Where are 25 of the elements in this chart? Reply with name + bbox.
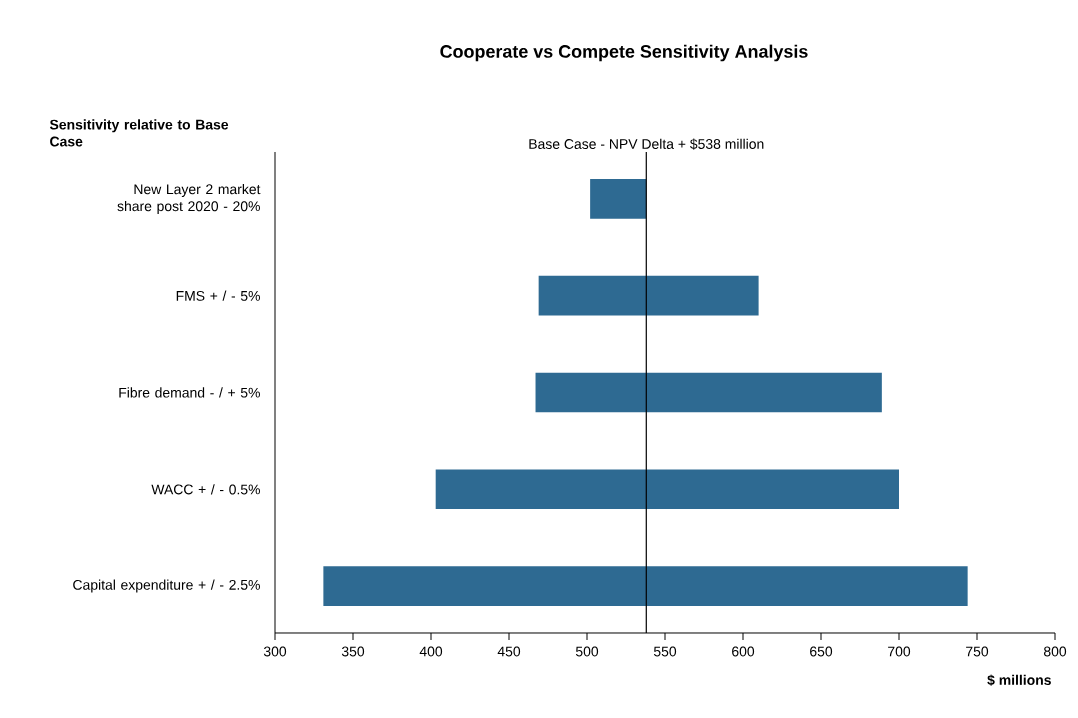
- x-tick-label: 350: [341, 646, 365, 657]
- x-tick-label: 600: [732, 646, 755, 657]
- x-axis-title: $ millions: [987, 674, 1051, 686]
- x-tick-label: 300: [263, 646, 287, 657]
- y-tick-label: FMS + / - 5%: [176, 290, 260, 301]
- bar: [538, 275, 759, 316]
- y-tick-label: WACC + / - 0.5%: [151, 484, 260, 495]
- y-tick-label: Capital expenditure + / - 2.5%: [73, 579, 260, 593]
- bar: [590, 179, 647, 219]
- x-tick-label: 500: [575, 646, 599, 657]
- x-tick-label: 700: [888, 646, 911, 657]
- x-tick-label: 650: [810, 646, 833, 657]
- x-tick-label: 800: [1043, 646, 1067, 657]
- x-tick-label: 450: [497, 646, 521, 657]
- bar: [323, 566, 968, 606]
- ref-line-label: Base Case - NPV Delta + $538 million: [529, 138, 764, 150]
- y-axis-title: Sensitivity relative to Base Case: [49, 119, 229, 147]
- x-tick-label: 550: [653, 646, 677, 657]
- chart-title: Cooperate vs Compete Sensitivity Analysis: [440, 44, 808, 62]
- x-tick-label: 750: [966, 646, 989, 657]
- bar: [535, 372, 882, 413]
- x-tick-label: 400: [419, 646, 443, 657]
- y-tick-label: Fibre demand - / + 5%: [119, 387, 260, 398]
- y-tick-label: New Layer 2 market share post 2020 - 20%: [117, 183, 261, 214]
- bar: [435, 469, 900, 510]
